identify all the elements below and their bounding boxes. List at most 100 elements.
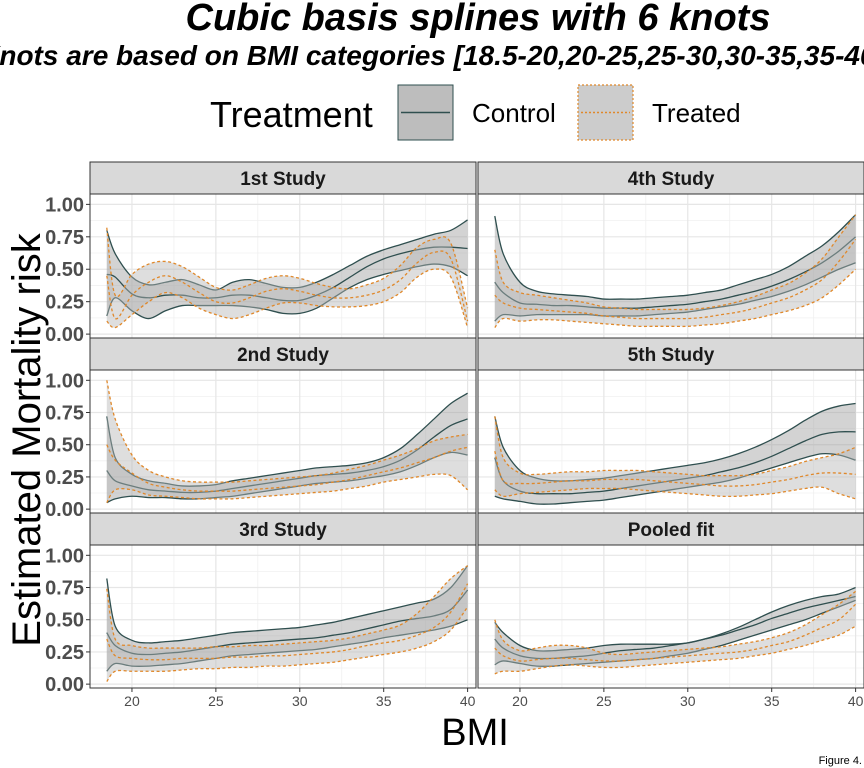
- panel-grid: [477, 370, 864, 513]
- legend-key-control: [397, 84, 454, 141]
- y-axis-title: Estimated Mortality risk: [5, 232, 49, 646]
- lower-bound-line-treated: [106, 606, 469, 682]
- y-tick-label: 0.75: [45, 227, 84, 249]
- lower-bound-line-control: [106, 451, 468, 504]
- facet-4th-study: 4th Study: [477, 161, 864, 339]
- upper-bound-line-treated: [494, 416, 856, 477]
- mean-line-control: [106, 418, 468, 494]
- upper-bound-line-treated: [494, 214, 857, 311]
- facet-strip-label: 2nd Study: [237, 345, 329, 366]
- y-tick-label: 1.00: [45, 545, 84, 567]
- facet-2nd-study: 2nd Study 0.00 0.25 0.50 0.75 1.00: [45, 337, 477, 521]
- mean-line-treated: [494, 603, 857, 662]
- mean-line-treated: [494, 450, 856, 487]
- y-tick-label: 0.50: [45, 610, 84, 632]
- mean-line-treated: [494, 239, 857, 320]
- lower-bound-line-control: [494, 599, 856, 667]
- mean-line-control: [106, 589, 469, 656]
- facet-panels: 1st Study 0.00 0.25 0.50 0.75 1.00 4th Study 2n…: [45, 161, 864, 709]
- lower-bound-line-control: [106, 263, 468, 320]
- x-tick-label: 40: [848, 693, 864, 709]
- mean-line-treated: [106, 444, 468, 492]
- x-tick-label: 25: [596, 693, 612, 709]
- upper-bound-line-treated: [494, 590, 857, 656]
- x-tick-label: 30: [292, 693, 308, 709]
- ribbon-control: [494, 214, 856, 322]
- facet-strip-label: 1st Study: [240, 169, 326, 190]
- ribbon-treated: [494, 416, 856, 499]
- facet-strip-label: 3rd Study: [239, 520, 327, 541]
- upper-bound-line-treated: [106, 227, 469, 309]
- y-tick-label: 0.25: [45, 467, 84, 489]
- y-tick-label: 0.25: [45, 292, 84, 314]
- ribbon-treated: [106, 227, 468, 328]
- facet-strip: [477, 337, 864, 371]
- mean-line-treated: [106, 250, 469, 322]
- ribbon-control: [106, 393, 468, 503]
- panel-border: [89, 544, 477, 689]
- facet-strip: [89, 337, 477, 371]
- legend-key-treated: [577, 84, 634, 141]
- mean-line-treated: [106, 583, 469, 661]
- panel-grid: [89, 370, 476, 513]
- figure-caption: Figure 4.: [819, 755, 862, 767]
- x-tick-label: 30: [680, 693, 696, 709]
- lower-bound-line-treated: [494, 625, 856, 675]
- facet-strip: [89, 161, 477, 195]
- lower-bound-line-treated: [106, 473, 469, 504]
- lower-bound-line-control: [494, 262, 856, 322]
- y-tick-label: 1.00: [45, 370, 84, 392]
- x-tick-label: 20: [124, 693, 140, 709]
- mean-line-control: [494, 431, 856, 495]
- chart-subtitle: Knots are based on BMI categories [18.5-…: [0, 40, 864, 71]
- upper-bound-line-treated: [106, 380, 468, 483]
- x-tick-label: 25: [208, 693, 224, 709]
- y-tick-label: 0.50: [45, 259, 84, 281]
- legend-label-treated: Treated: [652, 98, 741, 128]
- lower-bound-line-treated: [494, 486, 856, 500]
- facet-strip-label: Pooled fit: [628, 520, 715, 541]
- legend-title: Treatment: [210, 94, 373, 135]
- lower-bound-line-control: [106, 619, 468, 672]
- y-tick-label: 0.75: [45, 403, 84, 425]
- x-tick-label: 40: [460, 693, 476, 709]
- y-tick-label: 0.00: [45, 674, 84, 696]
- upper-bound-line-control: [494, 402, 856, 482]
- facet-5th-study: 5th Study: [477, 337, 864, 514]
- lower-bound-line-treated: [106, 268, 469, 329]
- upper-bound-line-treated: [106, 565, 469, 649]
- upper-bound-line-control: [106, 565, 469, 644]
- legend-label-control: Control: [472, 98, 556, 128]
- mean-line-control: [106, 246, 468, 302]
- legend: Treatment Control Treated: [210, 84, 741, 141]
- lower-bound-line-treated: [494, 268, 857, 329]
- ribbon-treated: [494, 214, 856, 328]
- y-tick-label: 0.75: [45, 578, 84, 600]
- upper-bound-line-control: [106, 219, 468, 291]
- panel-grid: [477, 194, 864, 338]
- lower-bound-line-control: [494, 452, 856, 505]
- ribbon-control: [106, 565, 468, 672]
- chart-title: Cubic basis splines with 6 knots: [186, 0, 771, 39]
- facet-3rd-study: 3rd Study 0.00 0.25 0.50 0.75 1.00 20 25 30 35 40: [45, 512, 477, 709]
- facet-strip-label: 5th Study: [628, 345, 715, 366]
- x-tick-label: 35: [376, 693, 392, 709]
- ribbon-treated: [106, 565, 468, 682]
- ribbon-treated: [106, 380, 468, 503]
- x-tick-label: 20: [512, 693, 528, 709]
- upper-bound-line-control: [106, 392, 468, 487]
- panel-border: [477, 544, 864, 689]
- facet-strip-label: 4th Study: [628, 169, 715, 190]
- facet-pooled-fit: Pooled fit 20 25 30 35 40: [477, 512, 864, 709]
- mean-line-control: [494, 236, 857, 309]
- ribbon-treated: [494, 591, 856, 674]
- upper-bound-line-control: [494, 586, 856, 652]
- y-tick-label: 0.50: [45, 435, 84, 457]
- panel-background: [90, 545, 476, 688]
- y-tick-label: 0.00: [45, 324, 84, 346]
- facet-strip: [477, 161, 864, 195]
- x-axis-title: BMI: [441, 712, 509, 754]
- y-tick-label: 1.00: [45, 194, 84, 216]
- y-tick-label: 0.25: [45, 642, 84, 664]
